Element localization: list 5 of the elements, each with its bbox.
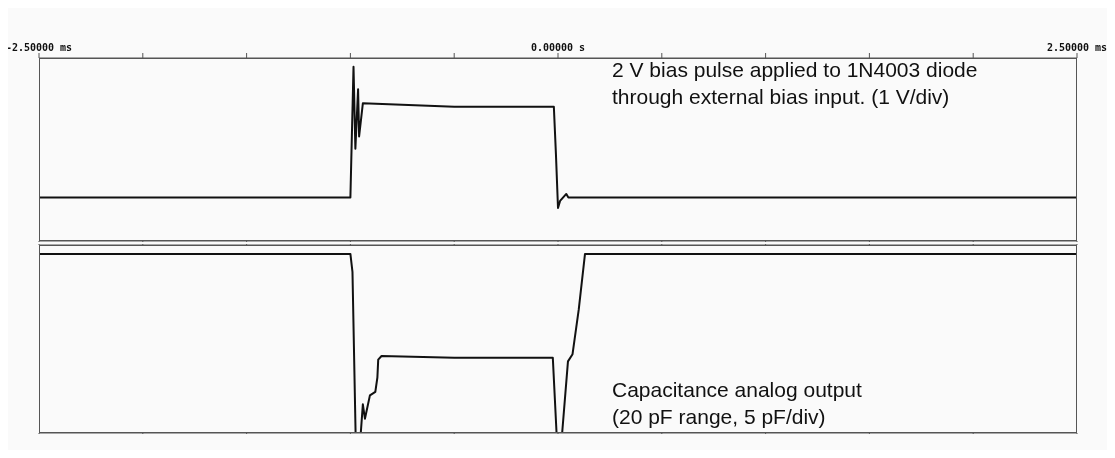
annotation: Capacitance analog output (20 pF range, 5 pF/div): [612, 377, 863, 430]
x-tick-label: 2.50000 ms: [1046, 42, 1108, 53]
annotation: 2 V bias pulse applied to 1N4003 diode through external bias input. (1 V/div): [612, 57, 979, 110]
x-tick-label: 0.00000 s: [530, 42, 586, 53]
x-tick-label: -2.50000 ms: [5, 42, 73, 53]
